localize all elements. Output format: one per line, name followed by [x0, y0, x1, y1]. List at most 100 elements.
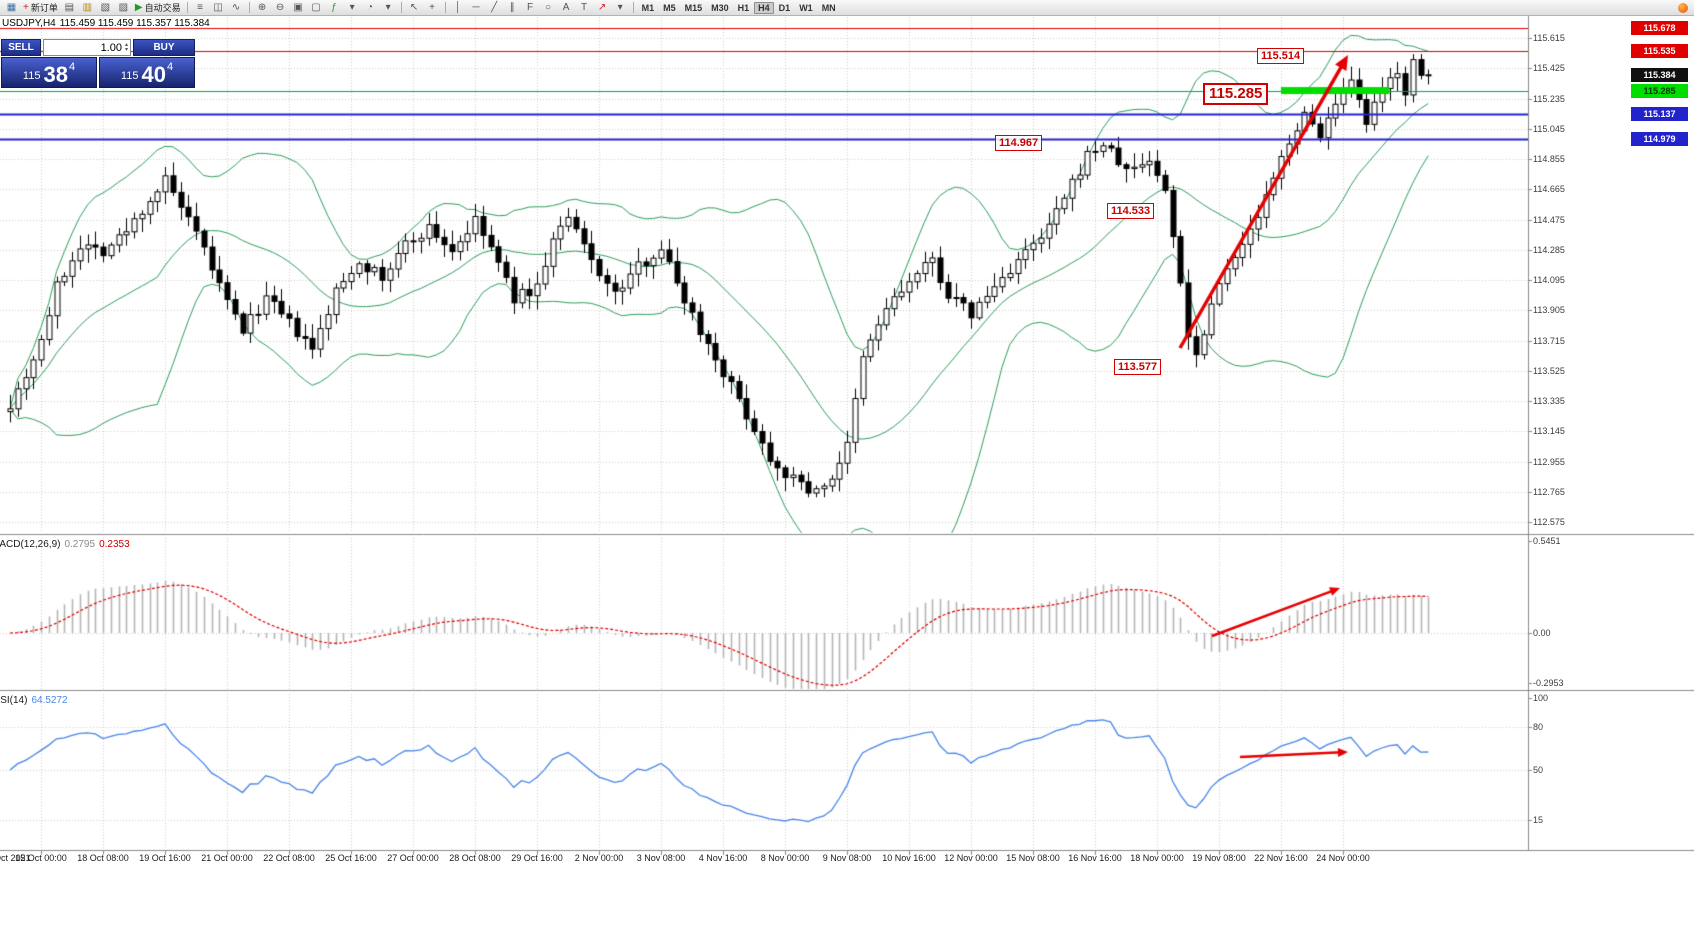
- timeframe-m15-button[interactable]: M15: [684, 2, 703, 13]
- price-tick-label: 114.665: [1533, 184, 1565, 195]
- horizontal-line-icon[interactable]: ─: [468, 1, 485, 15]
- time-axis-label: 2 Nov 00:00: [574, 853, 624, 863]
- text-icon[interactable]: A: [558, 1, 575, 15]
- crosshair-icon[interactable]: +: [424, 1, 441, 15]
- price-tick-label: 115.235: [1533, 93, 1565, 104]
- trendline-icon[interactable]: ╱: [486, 1, 503, 15]
- tile-windows-icon[interactable]: ▣: [290, 1, 307, 15]
- time-axis-label: 24 Nov 00:00: [1316, 853, 1370, 863]
- arrows-tool-icon[interactable]: ↗: [594, 1, 611, 15]
- shapes-icon[interactable]: ○: [540, 1, 557, 15]
- ask-point: 4: [166, 61, 174, 73]
- timeframe-m5-button[interactable]: M5: [663, 2, 676, 13]
- chart-ohlc-header: USDJPY,H4 115.459 115.459 115.357 115.384: [2, 18, 214, 29]
- indicators-dropdown-icon: ▾: [349, 1, 355, 13]
- crosshair-icon: +: [429, 1, 435, 13]
- price-tick-label: 113.335: [1533, 396, 1565, 406]
- navigator-icon[interactable]: ▧: [97, 1, 114, 15]
- price-tick-label: 114.855: [1533, 154, 1565, 165]
- candlestick-chart-icon[interactable]: ◫: [210, 1, 227, 15]
- chart-window-icon: ▦: [6, 1, 17, 13]
- line-chart-icon[interactable]: ∿: [228, 1, 245, 15]
- price-annotation-115514[interactable]: 115.514: [1257, 48, 1305, 64]
- price-tick-label: 113.715: [1533, 335, 1565, 346]
- price-annotation-115285[interactable]: 115.285: [1203, 83, 1269, 105]
- bid-quote[interactable]: 115 38 4: [1, 57, 97, 88]
- timeframe-d1-button[interactable]: D1: [778, 2, 791, 13]
- market-watch-icon: ▤: [64, 1, 75, 13]
- bar-chart-icon[interactable]: ≡: [192, 1, 209, 15]
- zoom-in-icon[interactable]: ⊕: [254, 1, 271, 15]
- time-axis-label: 22 Nov 16:00: [1254, 853, 1308, 863]
- time-axis-label: 28 Oct 08:00: [449, 853, 501, 863]
- annotation-text: 114.967: [999, 137, 1039, 149]
- rsi-label: RSI(14)64.5272: [0, 695, 68, 706]
- price-level-value: 115.678: [1643, 23, 1676, 33]
- price-level-value: 115.535: [1643, 45, 1676, 56]
- text-icon: A: [562, 1, 570, 13]
- price-annotation-113577[interactable]: 113.577: [1114, 359, 1162, 375]
- ask-quote[interactable]: 115 40 4: [99, 57, 195, 88]
- macd-scale-label: 0.00: [1533, 628, 1551, 638]
- text-label-icon[interactable]: T: [576, 1, 593, 15]
- time-axis-label: 19 Nov 08:00: [1192, 853, 1246, 863]
- timeframe-h1-button[interactable]: H1: [737, 2, 750, 13]
- buy-button[interactable]: BUY: [133, 39, 195, 56]
- timeframe-mn-button[interactable]: MN: [821, 2, 836, 13]
- periods-icon[interactable]: ◔: [362, 1, 379, 15]
- time-axis-first-label: Oct 2021: [0, 853, 31, 863]
- data-window-icon[interactable]: ▥: [79, 1, 96, 15]
- cursor-icon[interactable]: ↖: [406, 1, 423, 15]
- price-level-box-blue-2: 114.979: [1631, 132, 1688, 147]
- equidistant-channel-icon[interactable]: ∥: [504, 1, 521, 15]
- fibonacci-icon: F: [527, 1, 534, 13]
- terminal-icon: ▨: [118, 1, 129, 13]
- price-tick-label: 114.095: [1533, 275, 1565, 285]
- market-watch-icon[interactable]: ▤: [61, 1, 78, 15]
- volume-down-icon[interactable]: ▾: [124, 46, 128, 53]
- price-level-value: 115.285: [1643, 85, 1676, 96]
- timeframe-w1-button[interactable]: W1: [799, 2, 813, 13]
- volume-up-icon[interactable]: ▴: [124, 41, 128, 48]
- auto-arrange-icon[interactable]: ▢: [308, 1, 325, 15]
- zoom-out-icon[interactable]: ⊖: [272, 1, 289, 15]
- fibonacci-icon[interactable]: F: [522, 1, 539, 15]
- indicators-icon[interactable]: ƒ: [326, 1, 343, 15]
- arrows-tool-icon: ↗: [597, 1, 607, 13]
- new-order-button[interactable]: + 新订单: [21, 1, 60, 15]
- horizontal-line-icon: ─: [472, 1, 480, 13]
- symbol-period-label: USDJPY,H4: [2, 18, 56, 29]
- volume-stepper[interactable]: ▴ ▾: [124, 41, 128, 53]
- autotrading-button[interactable]: ▶ 自动交易: [133, 1, 183, 15]
- vertical-line-icon[interactable]: │: [450, 1, 467, 15]
- connection-status-icon: [1678, 3, 1688, 13]
- ask-whole: 115: [120, 70, 139, 82]
- ohlc-values: 115.459 115.459 115.357 115.384: [59, 18, 210, 29]
- price-tick-label: 115.425: [1533, 63, 1565, 74]
- rsi-scale-label: 50: [1533, 765, 1544, 775]
- timeframe-h4-button[interactable]: H4: [754, 1, 774, 14]
- price-annotation-114533[interactable]: 114.533: [1107, 203, 1155, 219]
- time-axis-label: 22 Oct 08:00: [263, 853, 315, 863]
- timeframe-m1-button[interactable]: M1: [641, 2, 655, 13]
- timeframe-m30-button[interactable]: M30: [711, 2, 729, 13]
- volume-input[interactable]: 1.00 ▴ ▾: [43, 39, 131, 56]
- equidistant-channel-icon: ∥: [509, 1, 515, 13]
- periods-dropdown-icon[interactable]: ▾: [380, 1, 397, 15]
- price-tick-label: 113.525: [1533, 365, 1565, 376]
- price-tick-label: 113.145: [1533, 426, 1565, 437]
- price-tick-label: 112.575: [1533, 516, 1565, 527]
- sell-button[interactable]: SELL: [1, 39, 41, 56]
- time-axis-label: 8 Nov 00:00: [760, 853, 810, 863]
- cursor-icon: ↖: [409, 1, 419, 13]
- chart-window-icon[interactable]: ▦: [3, 1, 20, 15]
- price-annotation-114967[interactable]: 114.967: [995, 135, 1043, 151]
- time-axis-label: 25 Oct 16:00: [325, 853, 377, 863]
- annotation-text: 115.285: [1209, 85, 1263, 102]
- terminal-icon[interactable]: ▨: [115, 1, 132, 15]
- time-axis-label: 27 Oct 00:00: [387, 853, 439, 863]
- indicators-dropdown-icon[interactable]: ▾: [344, 1, 361, 15]
- arrows-dropdown-icon[interactable]: ▾: [612, 1, 629, 15]
